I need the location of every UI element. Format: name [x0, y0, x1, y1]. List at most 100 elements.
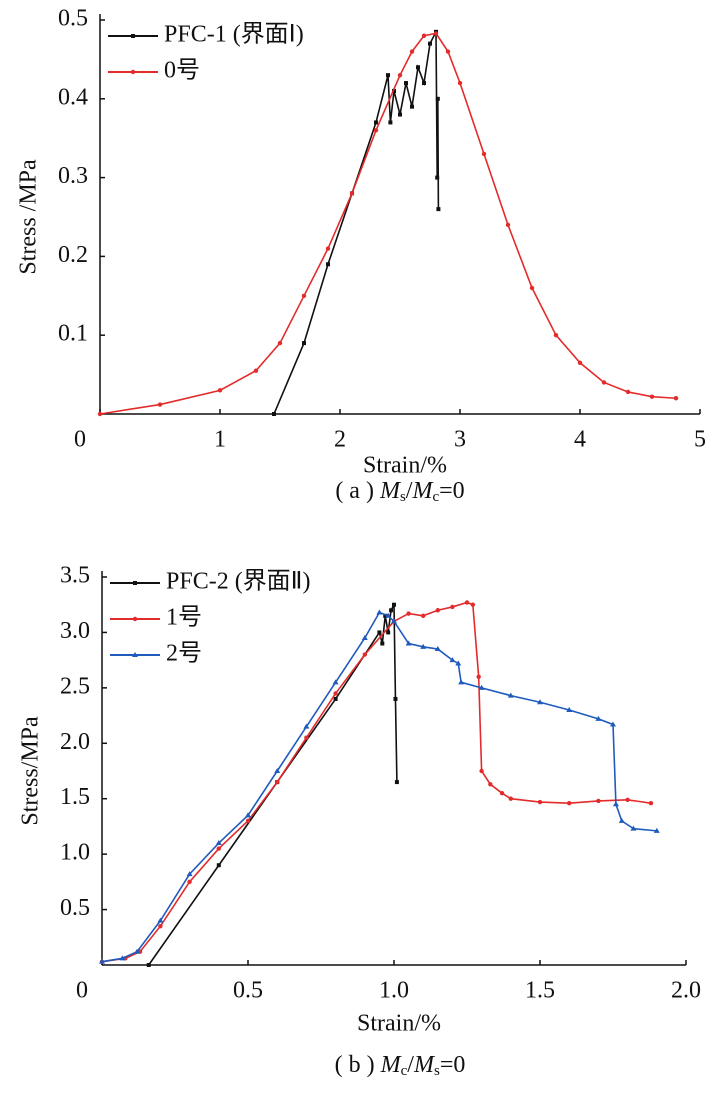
data-point: [398, 112, 402, 117]
data-point: [567, 800, 572, 806]
data-point: [630, 825, 637, 831]
data-point: [508, 796, 513, 801]
data-point: [601, 380, 607, 385]
data-point: [457, 80, 463, 86]
data-point: [410, 104, 414, 109]
data-point: [455, 660, 462, 666]
x-axis-label: Strain/%: [357, 1011, 441, 1037]
data-point: [449, 657, 456, 663]
y-tick-label: 1.0: [60, 840, 90, 866]
data-point: [406, 611, 411, 616]
data-point: [612, 801, 619, 807]
data-point: [386, 73, 390, 78]
data-point: [158, 924, 163, 929]
data-point: [304, 735, 309, 740]
data-point: [537, 799, 543, 805]
y-tick-label: 2.0: [60, 729, 90, 755]
data-point: [577, 360, 583, 365]
data-point: [409, 49, 415, 54]
x-tick-label: 0.5: [233, 978, 263, 1004]
data-point: [119, 955, 126, 961]
legend-marker: [133, 581, 137, 585]
data-point: [648, 800, 654, 806]
data-point: [537, 699, 543, 705]
data-point: [393, 696, 398, 701]
data-point: [377, 630, 382, 635]
data-point: [553, 333, 559, 338]
x-tick-label: 1.0: [379, 978, 409, 1004]
data-point: [673, 396, 679, 401]
x-tick-label: 2: [334, 427, 346, 453]
data-point: [435, 175, 440, 180]
legend-marker: [130, 69, 136, 75]
data-point: [404, 81, 408, 86]
data-point: [277, 340, 283, 346]
data-point: [420, 643, 427, 649]
data-point: [373, 128, 379, 133]
data-point: [146, 963, 151, 967]
legend-label: 0号: [164, 58, 200, 84]
data-point: [433, 31, 439, 36]
data-point: [529, 285, 535, 291]
data-point: [134, 948, 141, 954]
data-point: [391, 618, 397, 624]
data-point: [610, 721, 616, 727]
data-point: [653, 827, 660, 833]
y-axis-label: Stress/MPa: [18, 716, 44, 826]
data-point: [187, 879, 192, 885]
x-tick-label: 3: [454, 427, 466, 453]
x-tick-label: 4: [574, 427, 586, 453]
y-tick-label: 2.5: [60, 673, 90, 699]
x-tick-label: 5: [694, 427, 706, 453]
data-point: [392, 602, 396, 607]
y-axis-label: Stress /MPa: [16, 159, 42, 275]
data-point: [326, 262, 330, 267]
legend-marker: [131, 34, 135, 38]
data-point: [476, 674, 481, 679]
y-tick-label: 0.2: [58, 242, 88, 268]
x-tick-label: 0: [74, 427, 86, 453]
data-point: [157, 402, 163, 407]
legend-label: PFC-2 (界面Ⅱ): [166, 569, 311, 595]
data-point: [394, 780, 399, 785]
data-point: [625, 389, 631, 395]
data-point: [332, 679, 339, 685]
data-point: [333, 691, 338, 696]
data-point: [566, 707, 573, 713]
data-point: [274, 768, 281, 773]
data-point: [458, 679, 465, 685]
data-point: [275, 779, 280, 785]
data-point: [301, 293, 307, 298]
data-point: [362, 652, 367, 657]
data-point: [625, 797, 630, 803]
data-point: [478, 684, 485, 690]
data-point: [302, 341, 306, 346]
legend-label: PFC-1 (界面Ⅰ): [164, 22, 304, 48]
data-point: [505, 222, 511, 228]
data-point: [99, 958, 105, 964]
data-point: [380, 641, 385, 646]
data-point: [374, 120, 378, 125]
series-line: [101, 611, 657, 963]
data-point: [596, 798, 601, 804]
data-point: [450, 604, 455, 610]
data-point: [435, 608, 440, 613]
data-point: [215, 840, 222, 846]
data-point: [333, 696, 338, 701]
legend-label: 1号: [166, 605, 202, 631]
data-point: [479, 768, 484, 774]
data-point: [385, 612, 392, 618]
y-tick-label: 0.5: [58, 6, 88, 32]
x-tick-label: 1.5: [525, 978, 555, 1004]
y-tick-label: 0.3: [58, 163, 88, 189]
caption: ( a ) Ms/Mc=0: [335, 478, 464, 506]
data-point: [216, 863, 221, 868]
data-point: [488, 782, 493, 787]
data-point: [435, 96, 440, 101]
data-point: [481, 151, 487, 157]
data-point: [499, 790, 505, 796]
data-point: [428, 41, 432, 46]
data-point: [388, 120, 393, 125]
data-point: [325, 246, 331, 251]
